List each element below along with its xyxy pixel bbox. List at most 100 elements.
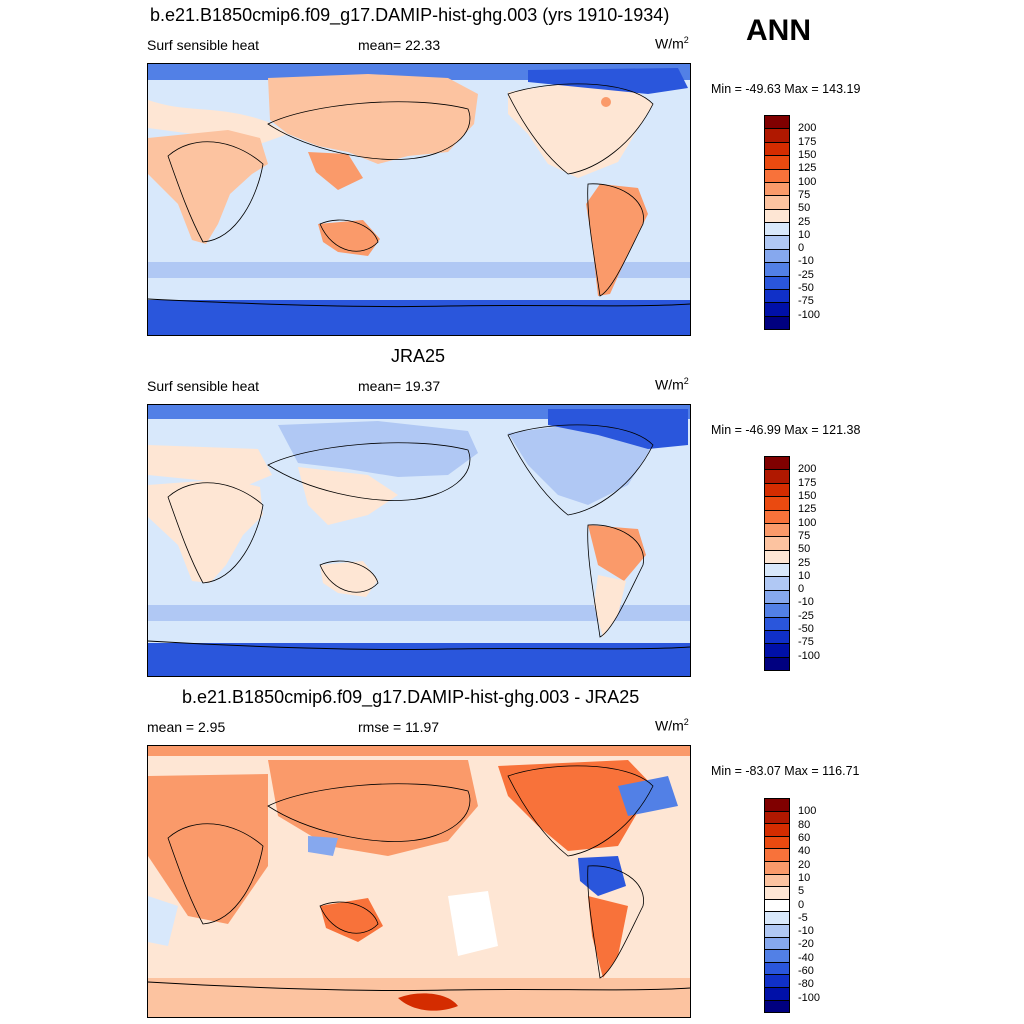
colorbar-tick-label: 75 [798, 188, 811, 201]
panel-2-unit: W/m2 [655, 376, 689, 393]
colorbar-tick-label: -75 [798, 636, 814, 649]
panel-1-minmax: Min = -49.63 Max = 143.19 [711, 82, 861, 96]
colorbar-tick-label: 125 [798, 503, 817, 516]
panel-1-title: b.e21.B1850cmip6.f09_g17.DAMIP-hist-ghg.… [150, 5, 670, 25]
colorbar-swatch-2 [765, 483, 789, 498]
colorbar-swatch-7 [765, 550, 789, 564]
colorbar-tick-label: 50 [798, 202, 811, 215]
colorbar-tick-label: -40 [798, 951, 814, 964]
colorbar-swatch-11 [765, 604, 789, 618]
colorbar-swatch-14 [765, 975, 789, 988]
colorbar-swatch-1 [765, 811, 789, 825]
colorbar-swatch-16 [765, 1000, 789, 1013]
colorbar-swatch-5 [765, 523, 789, 538]
colorbar-swatch-0 [765, 799, 789, 812]
colorbar-tick-label: 10 [798, 228, 811, 241]
colorbar-swatch-9 [765, 236, 789, 250]
colorbar-swatch-1 [765, 470, 789, 484]
colorbar-swatch-3 [765, 497, 789, 511]
colorbar-tick-label: 50 [798, 543, 811, 556]
colorbar-swatch-2 [765, 824, 789, 837]
colorbar-swatch-2 [765, 142, 789, 157]
panel-3-map [147, 745, 691, 1018]
colorbar-swatch-15 [765, 316, 789, 329]
colorbar-swatch-12 [765, 950, 789, 963]
colorbar-swatch-9 [765, 577, 789, 591]
colorbar-tick-label: 200 [798, 463, 817, 476]
panel-3-mean-label: mean = 2.95 [147, 719, 226, 735]
colorbar-swatch-12 [765, 276, 789, 290]
colorbar-swatch-10 [765, 249, 789, 264]
colorbar-tick-label: 10 [798, 871, 811, 884]
colorbar-tick-label: 100 [798, 805, 817, 818]
colorbar-swatch-10 [765, 590, 789, 605]
colorbar-tick-label: -25 [798, 268, 814, 281]
panel-1-variable-label: Surf sensible heat [147, 37, 260, 53]
colorbar-swatch-6 [765, 874, 789, 888]
panel-1-unit: W/m2 [655, 35, 689, 52]
colorbar-swatch-0 [765, 116, 789, 130]
colorbar-tick-label: 25 [798, 215, 811, 228]
colorbar-tick-label: 175 [798, 476, 817, 489]
panel-2-mean-label: mean= 19.37 [358, 378, 441, 394]
colorbar-tick-label: 0 [798, 898, 805, 911]
colorbar-swatch-4 [765, 510, 789, 524]
colorbar-swatch-13 [765, 962, 789, 976]
colorbar-tick-label: 5 [798, 885, 805, 898]
colorbar-tick-label: -50 [798, 282, 814, 295]
colorbar-tick-label: -5 [798, 911, 808, 924]
colorbar-tick-label: 60 [798, 831, 811, 844]
colorbar-swatch-5 [765, 861, 789, 875]
colorbar-swatch-11 [765, 937, 789, 951]
colorbar-tick-label: 175 [798, 135, 817, 148]
colorbar-swatch-7 [765, 209, 789, 223]
colorbar-swatch-13 [765, 289, 789, 304]
colorbar-tick-label: 20 [798, 858, 811, 871]
colorbar-swatch-15 [765, 987, 789, 1001]
colorbar-tick-label: -100 [798, 308, 821, 321]
colorbar-tick-label: 200 [798, 122, 817, 135]
panel-3-colorbar [764, 798, 790, 1013]
colorbar-tick-label: 0 [798, 242, 805, 255]
colorbar-swatch-13 [765, 630, 789, 645]
colorbar-tick-label: -100 [798, 991, 821, 1004]
colorbar-tick-label: -10 [798, 925, 814, 938]
colorbar-swatch-11 [765, 263, 789, 277]
colorbar-tick-label: -25 [798, 609, 814, 622]
colorbar-tick-label: -60 [798, 965, 814, 978]
panel-1-mean-label: mean= 22.33 [358, 37, 441, 53]
colorbar-tick-label: 40 [798, 845, 811, 858]
colorbar-tick-label: -50 [798, 623, 814, 636]
panel-1-map [147, 63, 691, 336]
colorbar-swatch-3 [765, 156, 789, 170]
colorbar-tick-label: 75 [798, 529, 811, 542]
colorbar-swatch-4 [765, 849, 789, 862]
colorbar-tick-label: 150 [798, 148, 817, 161]
colorbar-tick-label: 125 [798, 162, 817, 175]
colorbar-swatch-14 [765, 303, 789, 317]
colorbar-swatch-10 [765, 924, 789, 938]
colorbar-tick-label: 80 [798, 818, 811, 831]
colorbar-swatch-6 [765, 537, 789, 551]
panel-3-rmse-label: rmse = 11.97 [358, 719, 440, 735]
panel-3-unit: W/m2 [655, 717, 689, 734]
panel-2-minmax: Min = -46.99 Max = 121.38 [711, 423, 861, 437]
colorbar-tick-label: 100 [798, 175, 817, 188]
colorbar-tick-label: 150 [798, 489, 817, 502]
colorbar-swatch-7 [765, 887, 789, 900]
panel-1-colorbar [764, 115, 790, 330]
colorbar-tick-label: -100 [798, 649, 821, 662]
colorbar-swatch-8 [765, 564, 789, 578]
colorbar-swatch-15 [765, 657, 789, 670]
colorbar-tick-label: -80 [798, 978, 814, 991]
colorbar-tick-label: -75 [798, 295, 814, 308]
panel-2-map [147, 404, 691, 677]
panel-2-colorbar [764, 456, 790, 671]
colorbar-tick-label: 100 [798, 516, 817, 529]
season-label: ANN [746, 14, 811, 47]
colorbar-tick-label: 25 [798, 556, 811, 569]
colorbar-swatch-8 [765, 899, 789, 913]
panel-3-title: b.e21.B1850cmip6.f09_g17.DAMIP-hist-ghg.… [182, 687, 640, 707]
colorbar-tick-label: 0 [798, 583, 805, 596]
colorbar-swatch-8 [765, 223, 789, 237]
